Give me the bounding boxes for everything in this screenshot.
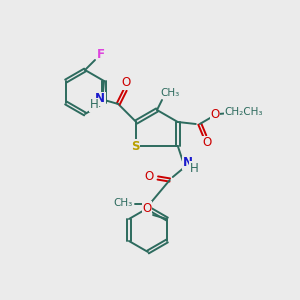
Text: H: H <box>90 98 99 112</box>
Text: O: O <box>142 202 152 214</box>
Text: H: H <box>189 161 198 175</box>
Text: CH₂CH₃: CH₂CH₃ <box>224 107 263 117</box>
Text: N: N <box>95 92 105 106</box>
Text: O: O <box>122 76 131 89</box>
Text: F: F <box>97 47 105 61</box>
Text: N: N <box>183 157 193 169</box>
Text: CH₃: CH₃ <box>113 198 133 208</box>
Text: O: O <box>202 136 212 149</box>
Text: S: S <box>131 140 140 152</box>
Text: O: O <box>144 170 153 184</box>
Text: CH₃: CH₃ <box>160 88 180 98</box>
Text: O: O <box>210 109 219 122</box>
